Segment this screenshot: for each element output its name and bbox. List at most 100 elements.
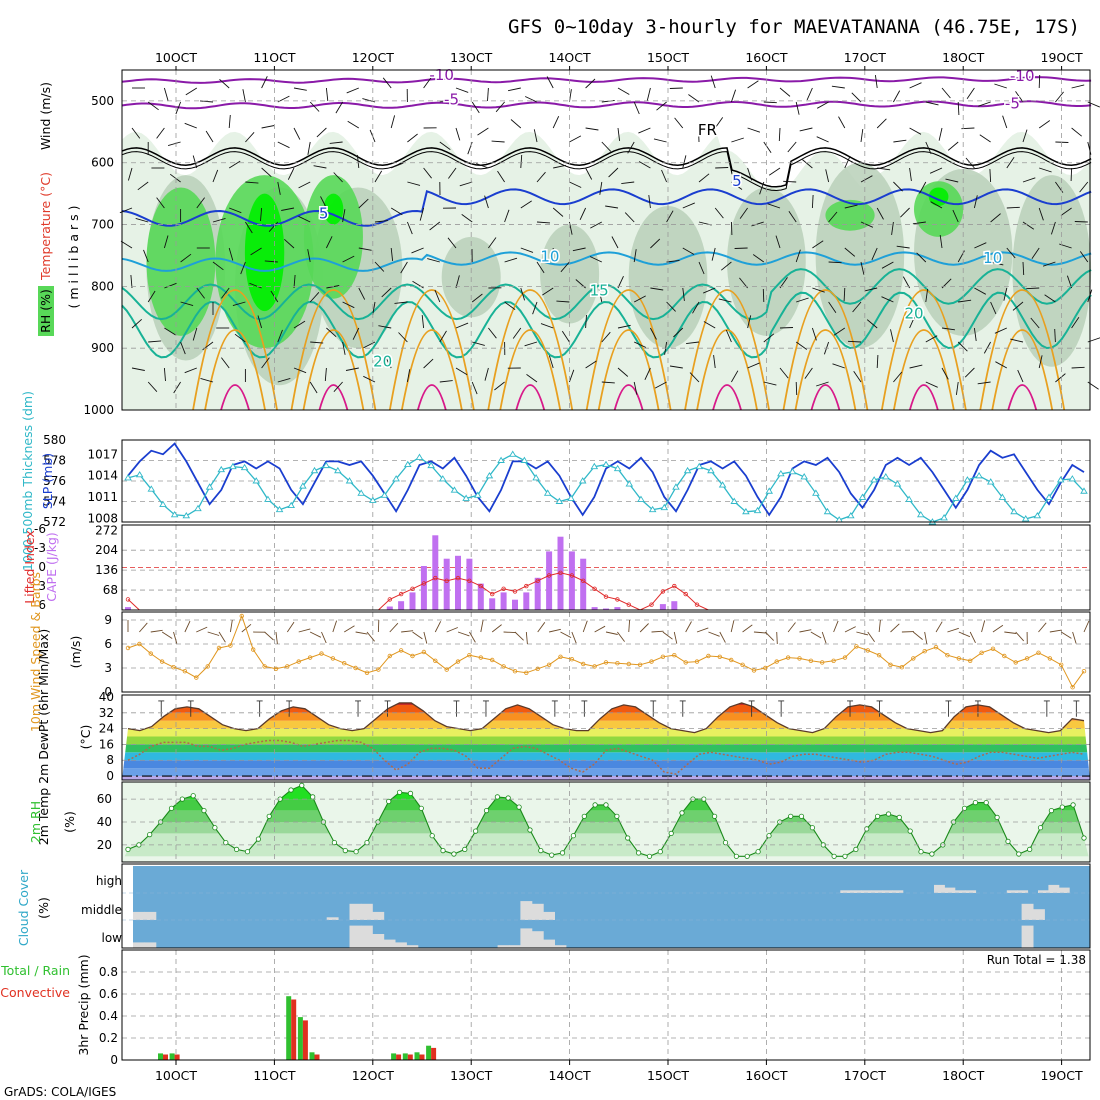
cape-axis-label: CAPE (J/kg) [44,532,59,602]
li-marker [626,602,631,607]
upper-wind-barb [363,375,376,383]
top-date-label: 13OCT [450,50,492,65]
upper-wind-barb [127,167,133,181]
cape-bar [568,551,575,610]
rh2m-marker [190,793,196,799]
precip-tick-label: 0.4 [99,1009,118,1023]
rh2m-marker [1037,825,1044,831]
upper-wind-barb [762,288,765,303]
upper-wind-barb [487,87,489,102]
upper-wind-barb [978,101,991,107]
upper-wind-barb [439,97,453,103]
wind10m-marker [250,647,256,652]
upper-wind-barb [601,331,611,343]
upper-wind-barb [406,221,413,235]
upper-wind-barb [957,101,960,116]
upper-wind-barb [423,358,434,369]
temp-band [122,736,1090,745]
top-date-label: 19OCT [1041,50,1083,65]
thickness-tick-label: 580 [43,433,66,447]
precip-total-bar [414,1052,420,1060]
upper-wind-barb [585,127,599,131]
wind10m-marker [535,666,540,671]
upper-wind-barb [866,319,878,329]
upper-air-panel: -10 -10 -5 -5 FR 5 5 10 10 15 20 20 500 600 700 800 900… [38,64,1100,417]
li-tick-label: -6 [34,522,46,536]
upper-wind-barb [536,261,545,274]
upper-wind-barb [358,247,372,251]
temp-unit-label: (°C) [78,725,93,750]
surface-wind-barb [662,631,673,640]
contour-label: 20 [373,353,392,371]
precip-total-bar [426,1045,432,1060]
surface-wind-barb [1015,631,1025,642]
upper-wind-barb [893,90,901,103]
upper-wind-barb [148,340,162,343]
upper-wind-barb [390,207,403,216]
upper-wind-barb [995,361,1008,369]
upper-wind-barb [979,134,991,143]
wind10m-marker [945,653,950,658]
top-date-label: 16OCT [745,50,787,65]
upper-wind-barb [715,167,729,169]
cape-bar [125,607,131,610]
contour-10c [121,251,1092,272]
temp-band [122,704,1090,713]
thickness-marker [893,480,902,487]
upper-wind-barb [812,287,825,293]
upper-wind-barb [423,167,432,179]
rh2m-marker [494,794,500,800]
upper-wind-barb [806,87,813,101]
precip-conv-bar [163,1054,168,1060]
upper-wind-barb [293,127,301,140]
upper-wind-barb [342,341,346,355]
top-date-label: 14OCT [549,50,591,65]
upper-wind-barb [439,380,453,383]
thickness-marker [695,462,704,470]
upper-wind-barb [825,169,830,183]
top-date-labels: 10OCT 11OCT 12OCT 13OCT 14OCT 15OCT 16OCT 17OCT… [155,50,1083,70]
surface-wind-barb [958,631,971,638]
upper-wind-barb [568,369,575,383]
contour-minus5 [121,100,1092,110]
surface-wind-barb [537,622,546,633]
cloud-high-bar [944,887,956,893]
thickness-marker [765,487,774,494]
upper-wind-barb [1039,167,1052,173]
rh2m-marker [657,849,663,855]
upper-wind-barb [739,207,748,219]
rh2m-marker [907,828,913,834]
upper-wind-barb [329,141,343,144]
upper-wind-barb [617,324,631,329]
upper-wind-barb [802,159,813,169]
upper-wind-barb [1050,221,1056,235]
upper-wind-barb [569,135,582,143]
upper-wind-barb [585,360,597,369]
bottom-date-label: 14OCT [549,1068,591,1083]
upper-wind-barb [293,274,296,289]
slp-tick-label: 1011 [87,490,118,504]
upper-wind-barb [718,298,732,303]
upper-wind-barb [734,247,748,249]
thickness-tick-label: 576 [43,474,66,488]
wind10m-marker [820,660,825,665]
wind10m-marker [592,664,597,669]
rh2m-marker [1016,851,1022,857]
upper-wind-barb [164,282,177,289]
upper-wind-barb [411,247,424,254]
upper-wind-barb [608,167,619,178]
wind10m-marker [478,655,483,660]
upper-wind-barb [983,341,991,354]
upper-wind-barb [585,314,587,329]
upper-wind-barb [390,247,394,261]
upper-wind-barb [245,221,253,234]
thickness-marker [485,472,494,479]
thickness-tick-label: 572 [43,515,66,529]
thickness-marker [182,511,191,519]
surface-temp-arch [400,329,463,411]
upper-wind-barb [293,367,307,374]
thickness-marker [543,489,552,496]
upper-wind-barb [130,274,133,289]
upper-wind-barb [548,355,554,369]
rh2m-marker [429,833,435,839]
